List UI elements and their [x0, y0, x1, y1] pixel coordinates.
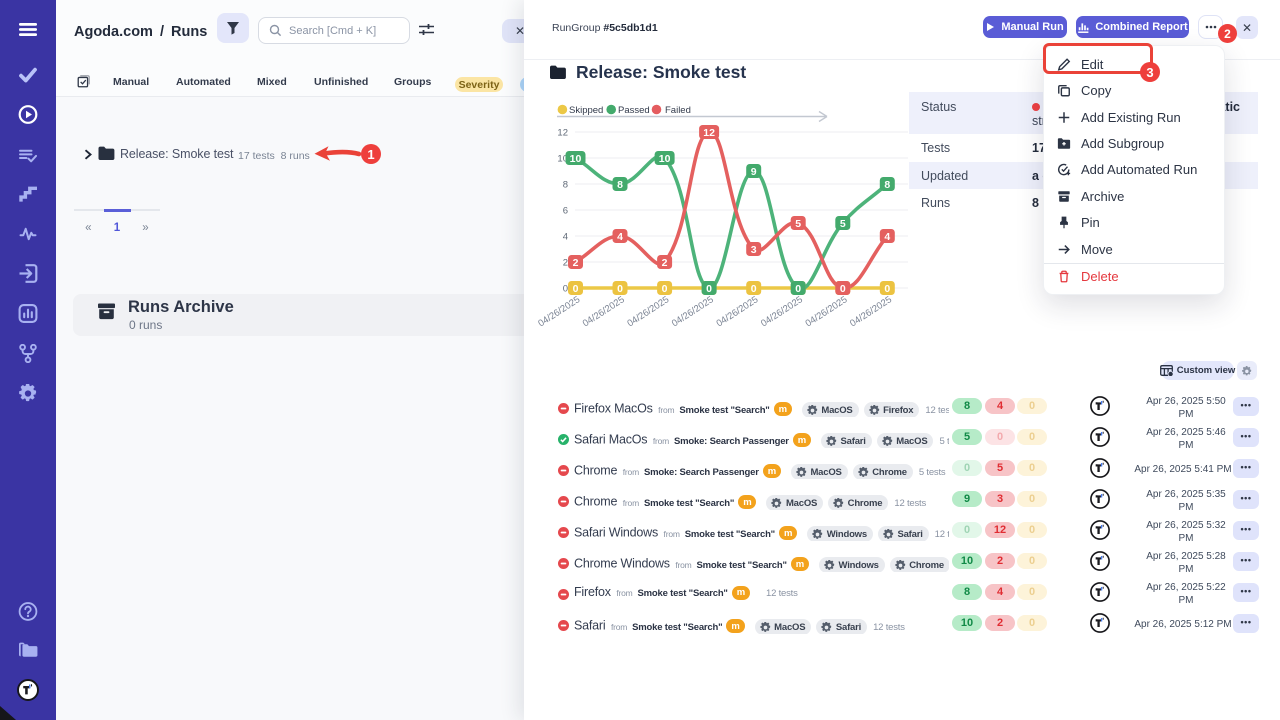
svg-text:0: 0 — [706, 283, 712, 295]
svg-text:0: 0 — [563, 284, 568, 295]
svg-text:0: 0 — [617, 283, 623, 295]
svg-text:4: 4 — [617, 231, 623, 243]
svg-text:04/26/2025: 04/26/2025 — [848, 294, 894, 329]
svg-text:8: 8 — [617, 179, 623, 191]
svg-text:8: 8 — [563, 180, 568, 191]
svg-text:Failed: Failed — [665, 105, 691, 116]
svg-text:04/26/2025: 04/26/2025 — [714, 294, 760, 329]
svg-text:0: 0 — [884, 283, 890, 295]
svg-text:10: 10 — [557, 154, 568, 165]
svg-text:0: 0 — [840, 283, 846, 295]
svg-text:4: 4 — [884, 231, 890, 243]
svg-text:04/26/2025: 04/26/2025 — [759, 294, 805, 329]
svg-text:3: 3 — [751, 244, 757, 256]
svg-text:5: 5 — [795, 218, 801, 230]
svg-text:Skipped: Skipped — [569, 105, 603, 116]
svg-text:10: 10 — [659, 153, 671, 165]
svg-text:Passed: Passed — [618, 105, 650, 116]
svg-text:04/26/2025: 04/26/2025 — [536, 294, 582, 329]
svg-text:12: 12 — [557, 128, 568, 139]
svg-text:0: 0 — [573, 283, 579, 295]
svg-text:0: 0 — [795, 283, 801, 295]
svg-text:12: 12 — [703, 127, 715, 139]
svg-text:0: 0 — [751, 283, 757, 295]
svg-text:9: 9 — [751, 166, 757, 178]
svg-text:04/26/2025: 04/26/2025 — [581, 294, 627, 329]
svg-text:04/26/2025: 04/26/2025 — [804, 294, 850, 329]
svg-text:4: 4 — [563, 232, 568, 243]
svg-text:2: 2 — [573, 257, 579, 269]
svg-text:04/26/2025: 04/26/2025 — [670, 294, 716, 329]
svg-text:2: 2 — [662, 257, 668, 269]
svg-text:5: 5 — [840, 218, 846, 230]
svg-text:04/26/2025: 04/26/2025 — [625, 294, 671, 329]
svg-text:0: 0 — [662, 283, 668, 295]
svg-text:8: 8 — [884, 179, 890, 191]
svg-text:6: 6 — [563, 206, 568, 217]
svg-text:10: 10 — [570, 153, 582, 165]
svg-text:2: 2 — [563, 258, 568, 269]
